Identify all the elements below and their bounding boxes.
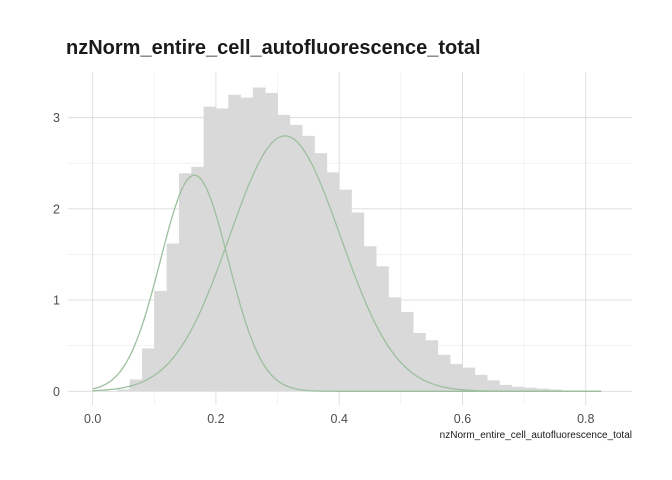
histogram-bar bbox=[265, 92, 278, 392]
x-tick-label: 0.6 bbox=[454, 412, 471, 426]
histogram-bar bbox=[215, 108, 229, 392]
histogram-bar bbox=[277, 114, 291, 392]
histogram-bar bbox=[117, 389, 130, 392]
histogram-bar bbox=[499, 384, 513, 392]
chart-title: nzNorm_entire_cell_autofluorescence_tota… bbox=[66, 37, 481, 59]
histogram-bar bbox=[178, 173, 192, 392]
histogram-bar bbox=[302, 135, 315, 392]
x-axis-title: nzNorm_entire_cell_autofluorescence_tota… bbox=[440, 430, 632, 441]
histogram-bar bbox=[400, 311, 414, 392]
histogram-bar bbox=[425, 340, 439, 392]
histogram-bar bbox=[413, 332, 426, 392]
histogram-bar bbox=[166, 243, 180, 392]
histogram-bar bbox=[511, 386, 525, 392]
histogram-bar bbox=[240, 97, 254, 392]
histogram-bar bbox=[437, 354, 451, 392]
y-tick-label: 0 bbox=[53, 385, 60, 399]
histogram-bar bbox=[228, 94, 241, 392]
histogram-bar bbox=[141, 348, 155, 392]
histogram-bar bbox=[154, 290, 167, 392]
histogram-bar bbox=[536, 388, 550, 392]
histogram-bar bbox=[388, 297, 402, 392]
histogram-bars bbox=[117, 87, 587, 392]
histogram-bar bbox=[363, 246, 377, 392]
y-tick-label: 2 bbox=[53, 202, 60, 216]
x-tick-label: 0.2 bbox=[207, 412, 224, 426]
histogram-bar bbox=[314, 153, 328, 392]
histogram-bar bbox=[548, 389, 562, 392]
histogram-bar bbox=[203, 106, 217, 392]
x-tick-label: 0.4 bbox=[331, 412, 348, 426]
histogram-bar bbox=[326, 172, 340, 392]
histogram-bar bbox=[462, 367, 476, 392]
y-tick-label: 1 bbox=[53, 294, 60, 308]
histogram-bar bbox=[474, 374, 488, 392]
histogram-bar bbox=[376, 266, 389, 392]
histogram-bar bbox=[450, 363, 463, 392]
density-curves bbox=[92, 135, 602, 392]
density-curve-2 bbox=[92, 135, 602, 392]
histogram-bar bbox=[252, 87, 266, 392]
histogram-bar bbox=[191, 166, 204, 392]
histogram-bar bbox=[339, 189, 352, 392]
tick-labels: 0.0 0.2 0.4 0.6 0.8 0 1 2 3 bbox=[53, 111, 594, 426]
histogram-bar bbox=[289, 124, 303, 392]
histogram-bar bbox=[487, 380, 500, 392]
x-tick-label: 0.0 bbox=[84, 412, 101, 426]
histogram-bar bbox=[129, 379, 143, 392]
x-tick-label: 0.8 bbox=[577, 412, 594, 426]
histogram-bar bbox=[524, 387, 537, 392]
histogram-bar bbox=[351, 212, 365, 392]
y-tick-label: 3 bbox=[53, 111, 60, 125]
